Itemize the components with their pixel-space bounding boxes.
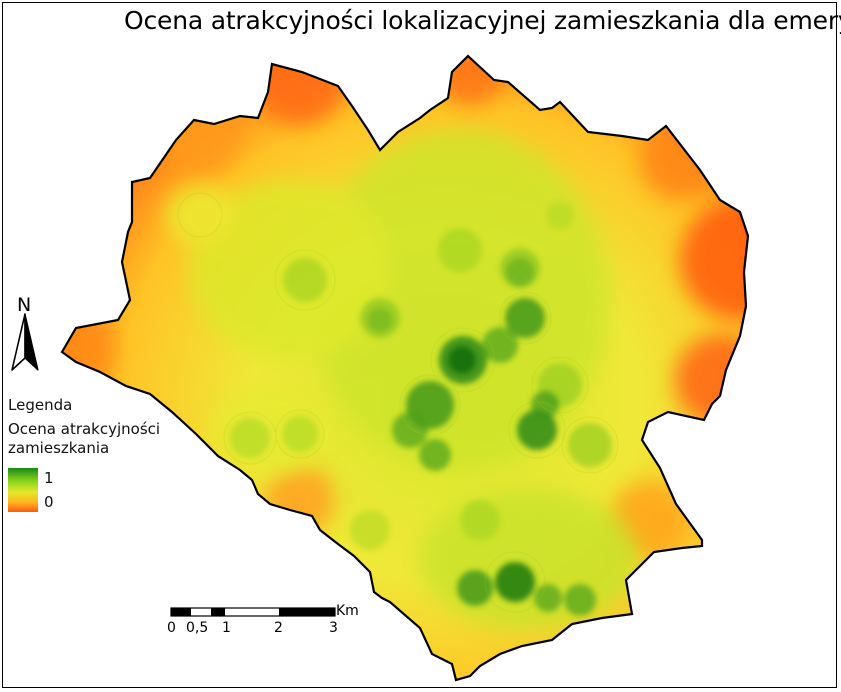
- legend-heading: Legenda: [8, 396, 73, 414]
- scale-bar: [170, 607, 336, 617]
- scale-tick-0: 0: [167, 620, 176, 636]
- legend-min-label: 0: [44, 493, 54, 511]
- map-title: Ocena atrakcyjności lokalizacyjnej zamie…: [124, 6, 841, 35]
- north-label: N: [17, 294, 32, 316]
- high-score-clusters: [368, 258, 596, 616]
- scale-tick-0-5: 0,5: [186, 620, 209, 636]
- attractiveness-raster: [62, 56, 748, 680]
- scale-tick-2: 2: [274, 620, 283, 636]
- scale-tick-1: 1: [222, 620, 231, 636]
- legend-color-ramp: [8, 468, 38, 512]
- scale-unit: Km: [336, 603, 359, 619]
- legend-max-label: 1: [44, 469, 54, 487]
- scale-tick-3: 3: [329, 620, 338, 636]
- legend-layer-name: Ocena atrakcyjności zamieszkania: [8, 420, 161, 457]
- north-arrow-icon: [11, 313, 39, 371]
